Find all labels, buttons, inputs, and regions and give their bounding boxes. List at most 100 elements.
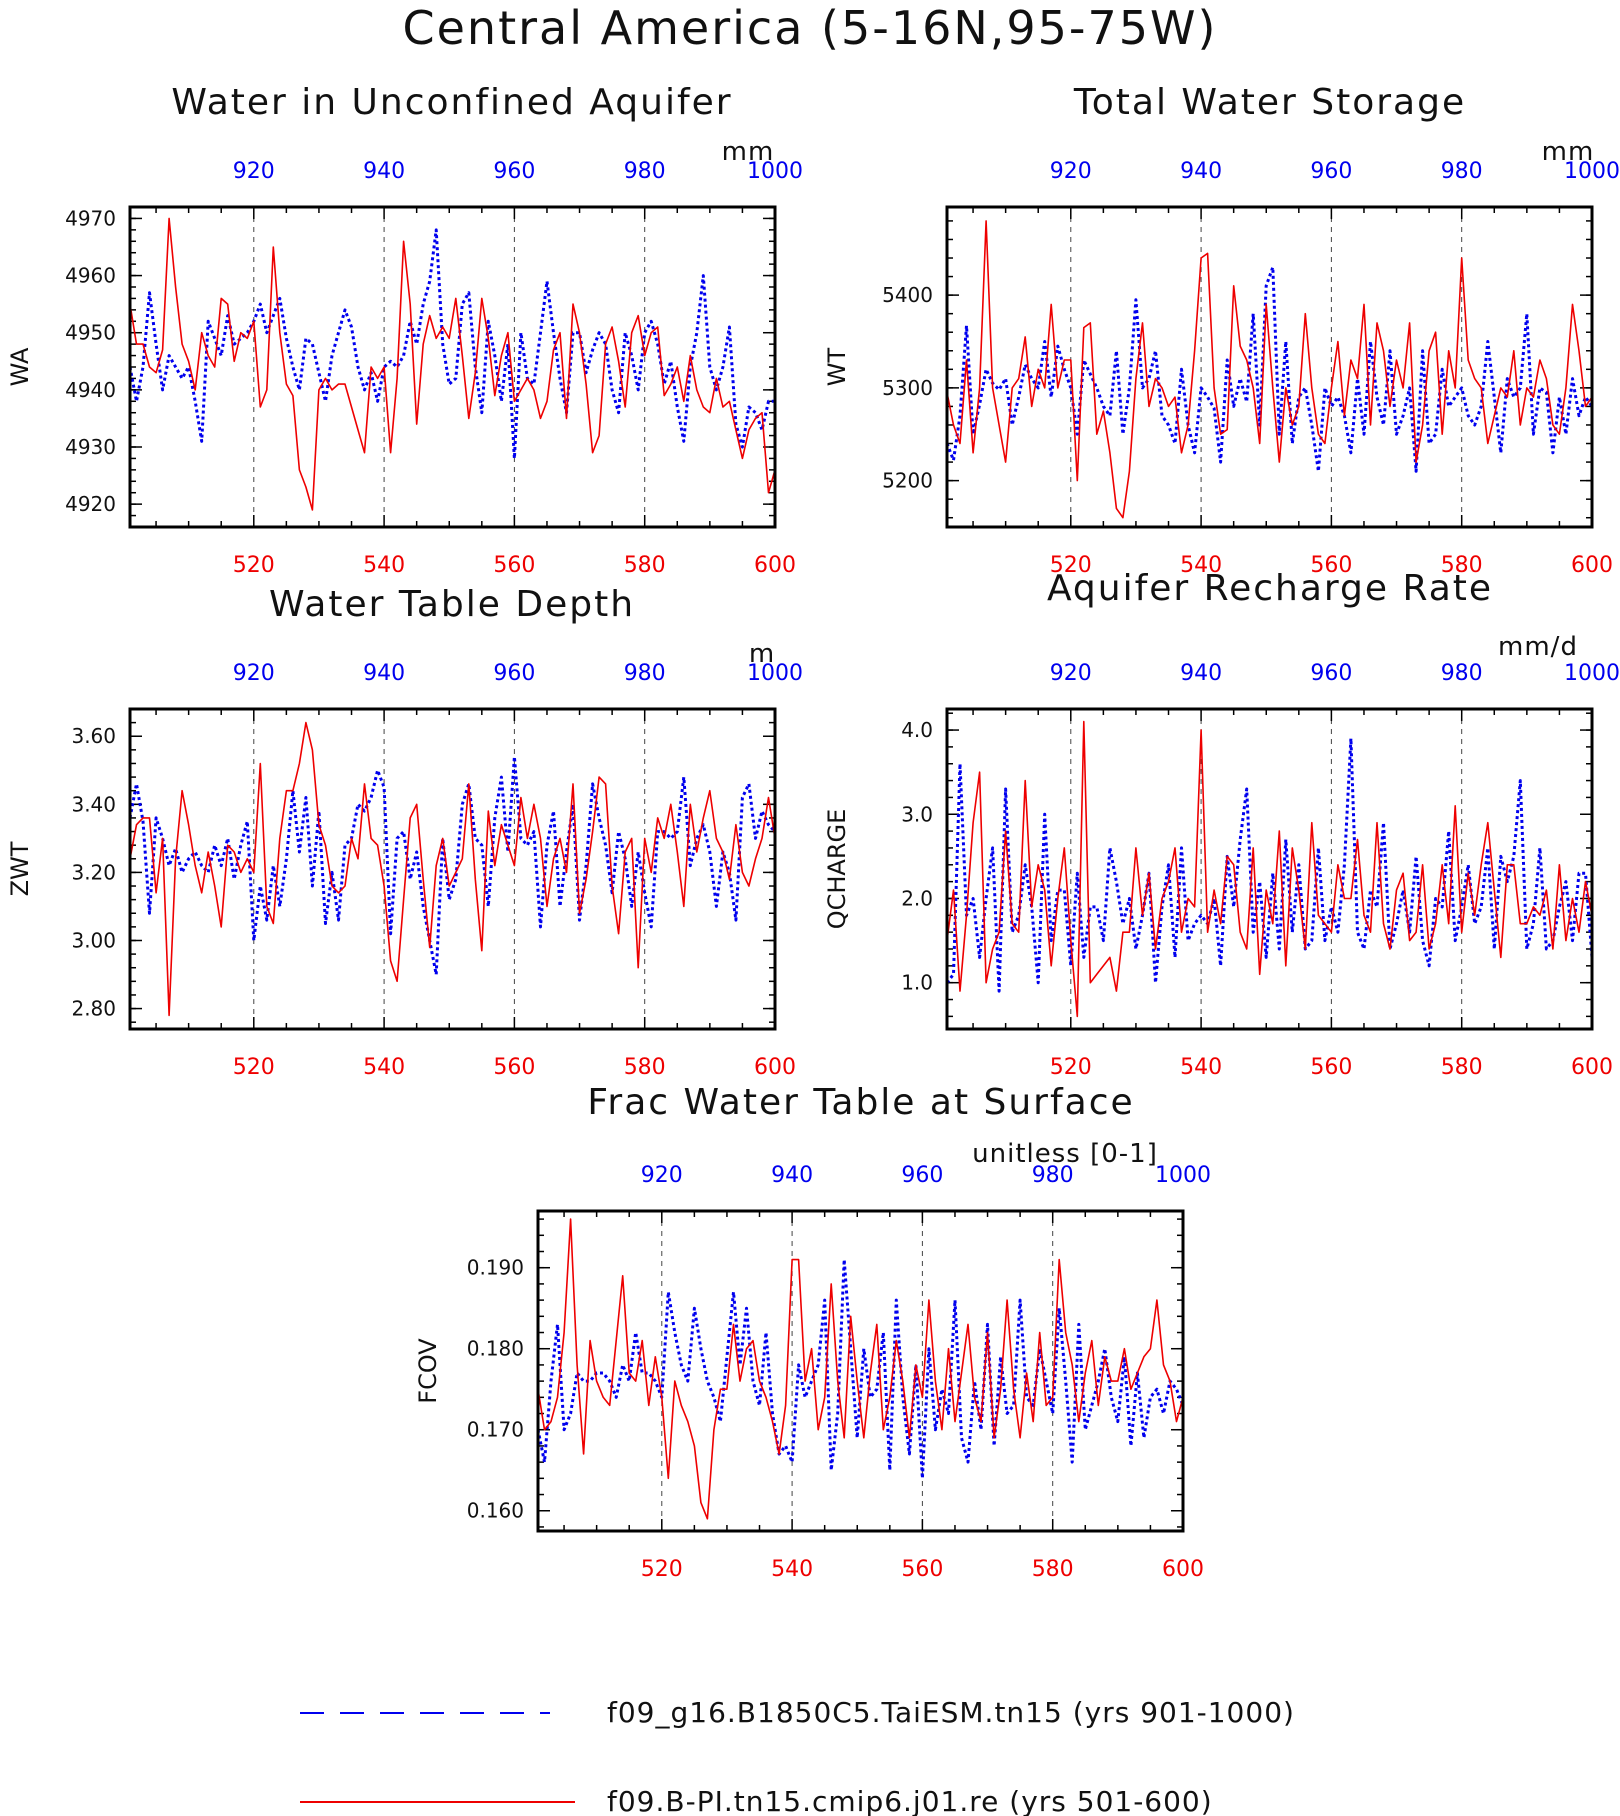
x-tick-label-bottom: 520 [641,1557,683,1582]
x-tick-label-bottom: 520 [233,1055,275,1080]
panel-5: Frac Water Table at Surface unitless [0-1… [414,1082,1211,1582]
series-blue-line [130,755,775,976]
x-tick-label-bottom: 600 [754,1055,796,1080]
y-tick-label: 3.40 [71,792,116,816]
series-red-line [130,217,775,511]
panel-3: Water Table Depth m 2.80 3.00 3.20 3.40 3.60 ZW… [6,584,803,1080]
x-tick-label-bottom: 560 [1310,1055,1352,1080]
x-tick-label-top: 1000 [747,159,803,184]
series-red-line [538,1218,1183,1520]
x-tick-label-bottom: 560 [493,1055,535,1080]
x-tick-label-bottom: 540 [363,1055,405,1080]
plot-frame [945,205,1594,529]
x-tick-label-bottom: 560 [493,553,535,578]
y-tick-label: 0.160 [467,1499,524,1523]
y-tick-label: 0.190 [467,1256,524,1280]
y-tick-label: 3.0 [901,802,933,826]
x-tick-label-top: 960 [1310,661,1352,686]
y-tick-label: 4920 [65,492,116,516]
main-title: Central America (5-16N,95-75W) [403,1,1218,55]
panel-units: m [749,639,775,669]
x-tick-label-top: 980 [624,661,666,686]
x-tick-label-top: 920 [233,661,275,686]
x-tick-label-bottom: 540 [1180,553,1222,578]
x-tick-label-bottom: 520 [233,553,275,578]
x-tick-label-bottom: 600 [1162,1557,1204,1582]
y-tick-label: 4.0 [901,718,933,742]
y-tick-label: 5200 [882,469,933,493]
x-tick-label-top: 980 [624,159,666,184]
x-tick-label-bottom: 580 [1441,553,1483,578]
panel-units: mm [1542,137,1595,167]
y-axis-label: WT [823,347,851,386]
x-tick-label-bottom: 520 [1050,553,1092,578]
series-blue-line [130,228,775,460]
y-tick-label: 4930 [65,435,116,459]
x-tick-label-bottom: 560 [1310,553,1352,578]
x-tick-label-top: 980 [1032,1163,1074,1188]
y-tick-label: 2.0 [901,886,933,910]
x-tick-label-top: 920 [233,159,275,184]
x-tick-label-top: 940 [363,661,405,686]
x-tick-label-top: 960 [493,661,535,686]
series-blue-line [947,737,1592,993]
panel-units: mm/d [1498,632,1578,662]
panels: Water in Unconfined Aquifer mm 4920 4930 494… [6,82,1620,1582]
panel-title: Water Table Depth [269,584,635,625]
legend-label-red: f09.B-PI.tn15.cmip6.j01.re (yrs 501-600) [607,1785,1213,1816]
y-tick-label: 4950 [65,321,116,345]
y-tick-label: 5300 [882,376,933,400]
series-red-line [130,721,775,1017]
x-tick-label-bottom: 560 [901,1557,943,1582]
x-tick-label-bottom: 540 [363,553,405,578]
panel-title: Aquifer Recharge Rate [1047,568,1493,609]
y-tick-label: 4970 [65,206,116,230]
panel-2: Total Water Storage mm 5200 5300 5400 WT 520 54… [823,82,1620,578]
y-tick-label: 0.170 [467,1418,524,1442]
series-blue-line [947,265,1592,473]
y-tick-label: 5400 [882,283,933,307]
y-tick-label: 0.180 [467,1337,524,1361]
y-axis-label: ZWT [6,841,34,896]
x-tick-label-top: 920 [1050,661,1092,686]
x-tick-label-top: 940 [363,159,405,184]
series-red-line [947,720,1592,1018]
panel-units: mm [722,137,775,167]
x-tick-label-top: 1000 [747,661,803,686]
y-tick-label: 3.00 [71,928,116,952]
x-tick-label-top: 960 [493,159,535,184]
legend: f09_g16.B1850C5.TaiESM.tn15 (yrs 901-100… [300,1696,1294,1816]
y-tick-label: 2.80 [71,997,116,1021]
x-tick-label-top: 920 [1050,159,1092,184]
x-tick-label-bottom: 580 [1441,1055,1483,1080]
x-tick-label-bottom: 520 [1050,1055,1092,1080]
x-tick-label-bottom: 580 [624,1055,666,1080]
y-tick-label: 4960 [65,264,116,288]
x-tick-label-bottom: 600 [754,553,796,578]
series-red-line [947,220,1592,519]
x-tick-label-top: 940 [771,1163,813,1188]
x-tick-label-bottom: 600 [1571,553,1613,578]
x-tick-label-top: 980 [1441,159,1483,184]
x-tick-label-bottom: 580 [624,553,666,578]
x-tick-label-bottom: 600 [1571,1055,1613,1080]
plot-frame [128,707,777,1031]
x-tick-label-top: 940 [1180,159,1222,184]
x-tick-label-bottom: 540 [1180,1055,1222,1080]
x-tick-label-bottom: 580 [1032,1557,1074,1582]
x-tick-label-top: 960 [1310,159,1352,184]
panel-title: Water in Unconfined Aquifer [171,82,732,123]
y-axis-label: FCOV [414,1338,442,1404]
y-tick-label: 1.0 [901,971,933,995]
y-tick-label: 3.20 [71,860,116,884]
x-tick-label-top: 960 [901,1163,943,1188]
y-axis-label: QCHARGE [823,809,851,930]
x-tick-label-top: 1000 [1564,159,1620,184]
panel-title: Frac Water Table at Surface [587,1082,1134,1123]
y-axis-label: WA [6,347,34,386]
x-tick-label-bottom: 540 [771,1557,813,1582]
x-tick-label-top: 940 [1180,661,1222,686]
x-tick-label-top: 1000 [1155,1163,1211,1188]
